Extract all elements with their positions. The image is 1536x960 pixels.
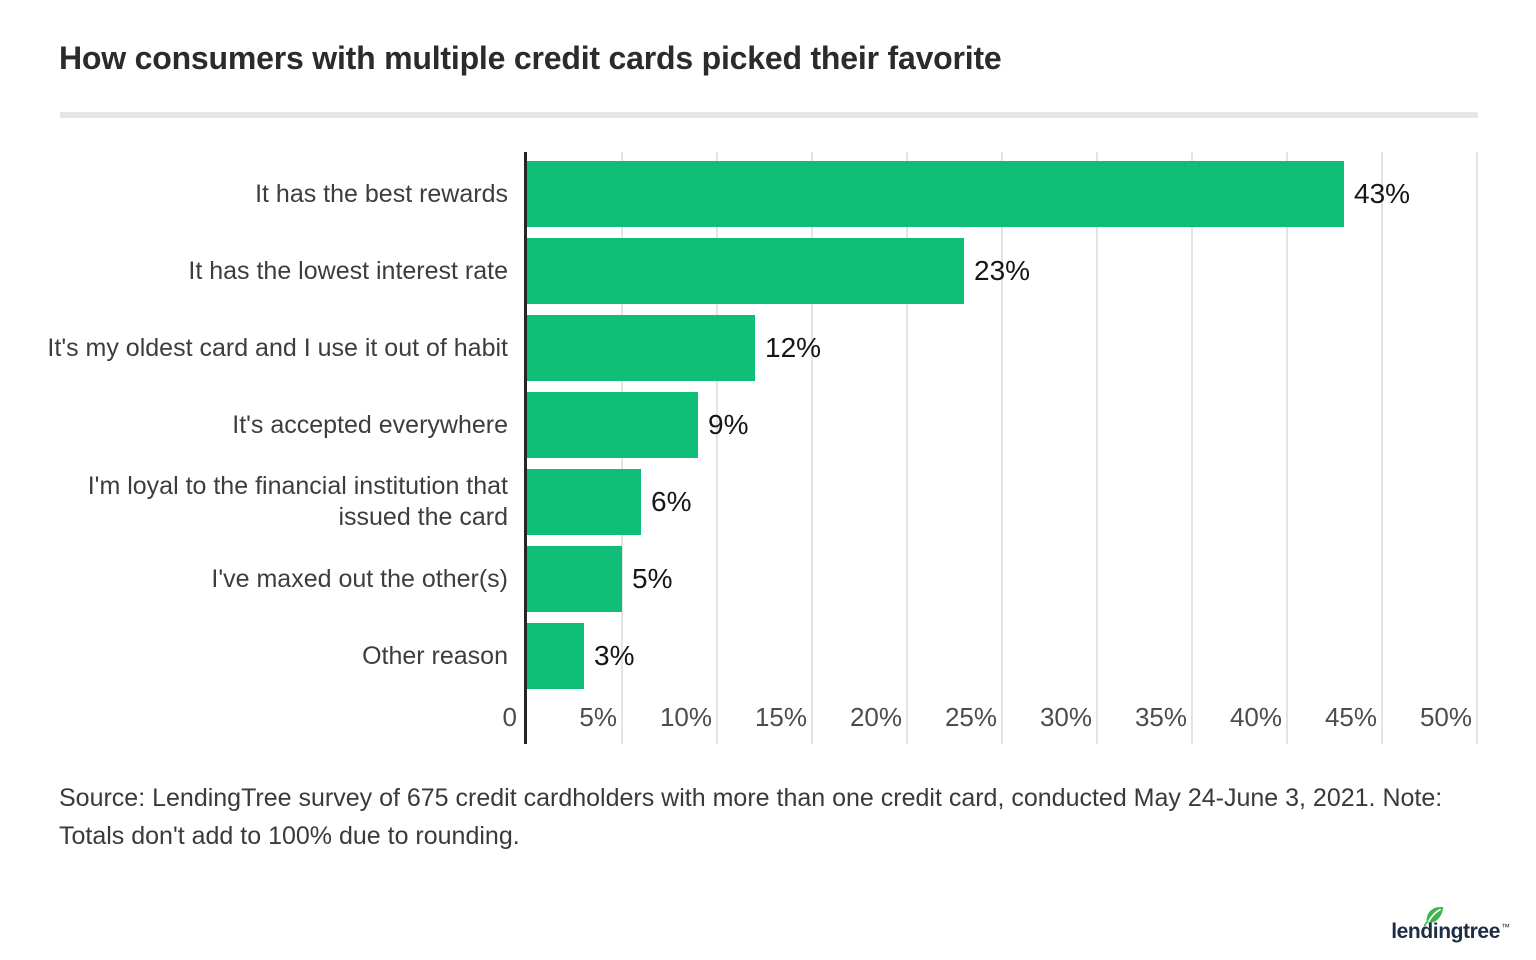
- title-divider: [60, 112, 1478, 118]
- bar-value-label-0: 43%: [1354, 178, 1411, 209]
- bar-6: [527, 623, 584, 689]
- x-tick-50: 50%: [1419, 702, 1472, 732]
- bar-value-label-6: 3%: [594, 640, 635, 671]
- category-label-3: It's accepted everywhere: [232, 410, 508, 439]
- gridline-50: [1476, 152, 1478, 744]
- x-tick-40: 40%: [1229, 702, 1282, 732]
- source-note: Source: LendingTree survey of 675 credit…: [59, 779, 1489, 855]
- logo-wordmark: lendingtree: [1391, 907, 1500, 944]
- x-tick-45: 45%: [1324, 702, 1377, 732]
- bar-value-label-5: 5%: [632, 563, 673, 594]
- x-tick-30: 30%: [1039, 702, 1092, 732]
- y-axis-line: [524, 152, 527, 744]
- bar-value-label-3: 9%: [708, 409, 749, 440]
- x-tick-15: 15%: [754, 702, 807, 732]
- category-label-6: Other reason: [362, 641, 508, 670]
- gridline-40: [1286, 152, 1288, 744]
- gridline-25: [1001, 152, 1003, 744]
- x-tick-10: 10%: [659, 702, 712, 732]
- logo-trademark-symbol: ™: [1501, 922, 1510, 932]
- gridline-45: [1381, 152, 1383, 744]
- bar-value-label-1: 23%: [974, 255, 1031, 286]
- gridline-35: [1191, 152, 1193, 744]
- category-label-1: It has the lowest interest rate: [188, 256, 508, 285]
- logo-text: lendingtree: [1391, 920, 1500, 943]
- gridline-10: [716, 152, 718, 744]
- gridline-20: [906, 152, 908, 744]
- category-label-4: I'm loyal to the financial institution t…: [87, 472, 508, 531]
- bar-5: [527, 546, 622, 612]
- leaf-icon: [1423, 907, 1444, 927]
- x-tick-0: 0: [502, 702, 517, 732]
- source-line-1: Source: LendingTree survey of 675 credit…: [59, 784, 1443, 812]
- bar-2: [527, 315, 755, 381]
- bar-3: [527, 392, 698, 458]
- bar-0: [527, 161, 1344, 227]
- page-title: How consumers with multiple credit cards…: [59, 40, 1002, 76]
- category-label-5: I've maxed out the other(s): [211, 564, 508, 593]
- category-label-0: It has the best rewards: [255, 179, 508, 208]
- bar-value-label-2: 12%: [765, 332, 822, 363]
- bar-value-label-4: 6%: [651, 486, 692, 517]
- bar-4: [527, 469, 641, 535]
- x-tick-35: 35%: [1134, 702, 1187, 732]
- bar-1: [527, 238, 964, 304]
- x-tick-5: 5%: [579, 702, 617, 732]
- category-label-2: It's my oldest card and I use it out of …: [47, 333, 508, 362]
- x-tick-20: 20%: [849, 702, 902, 732]
- lendingtree-logo: lendingtree ™: [1391, 898, 1510, 944]
- source-line-2: Totals don't add to 100% due to rounding…: [59, 822, 520, 850]
- gridline-15: [811, 152, 813, 744]
- x-tick-25: 25%: [944, 702, 997, 732]
- gridline-30: [1096, 152, 1098, 744]
